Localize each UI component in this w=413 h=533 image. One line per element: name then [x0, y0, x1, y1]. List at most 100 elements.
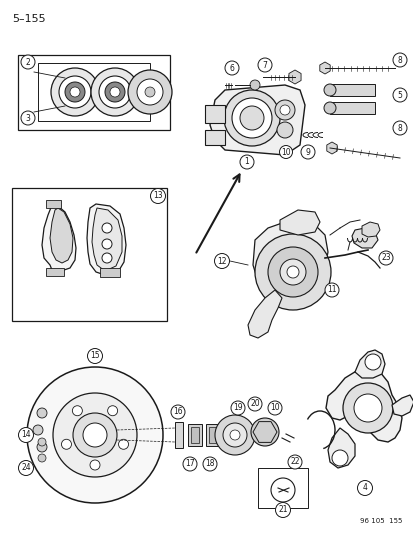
Bar	[188, 424, 202, 446]
Polygon shape	[209, 85, 304, 155]
Circle shape	[324, 283, 338, 297]
Circle shape	[73, 413, 117, 457]
Circle shape	[214, 254, 229, 269]
Circle shape	[250, 418, 278, 446]
Circle shape	[230, 430, 240, 440]
Text: 6: 6	[229, 63, 234, 72]
Text: 13: 13	[153, 191, 162, 200]
Circle shape	[37, 408, 47, 418]
Bar	[46, 200, 61, 208]
Circle shape	[61, 439, 71, 449]
Circle shape	[102, 223, 112, 233]
Polygon shape	[288, 70, 300, 84]
Bar	[329, 102, 374, 114]
Circle shape	[231, 98, 271, 138]
Circle shape	[267, 247, 317, 297]
Circle shape	[274, 100, 294, 120]
Circle shape	[342, 383, 392, 433]
Circle shape	[183, 457, 197, 471]
Circle shape	[279, 259, 305, 285]
Polygon shape	[42, 204, 76, 272]
Circle shape	[300, 145, 314, 159]
Polygon shape	[50, 208, 73, 263]
Text: 10: 10	[270, 403, 279, 413]
Text: 18: 18	[205, 459, 214, 469]
Circle shape	[19, 427, 33, 442]
Circle shape	[51, 68, 99, 116]
Circle shape	[224, 61, 238, 75]
Circle shape	[19, 461, 33, 475]
Circle shape	[275, 503, 290, 518]
Bar	[100, 268, 120, 277]
Text: 1: 1	[244, 157, 249, 166]
Bar	[329, 84, 374, 96]
Text: 8: 8	[396, 124, 401, 133]
Circle shape	[287, 455, 301, 469]
Text: 7: 7	[262, 61, 267, 69]
Circle shape	[202, 457, 216, 471]
Polygon shape	[325, 368, 401, 442]
Text: 12: 12	[217, 256, 226, 265]
Circle shape	[331, 450, 347, 466]
Circle shape	[364, 354, 380, 370]
Circle shape	[21, 111, 35, 125]
Polygon shape	[361, 222, 379, 237]
Circle shape	[83, 423, 107, 447]
Circle shape	[257, 425, 271, 439]
Circle shape	[65, 82, 85, 102]
Circle shape	[118, 439, 128, 449]
Bar	[190, 427, 199, 443]
Circle shape	[110, 87, 120, 97]
Circle shape	[102, 253, 112, 263]
Text: 5: 5	[396, 91, 401, 100]
Circle shape	[392, 121, 406, 135]
Circle shape	[99, 76, 131, 108]
Text: 24: 24	[21, 464, 31, 472]
Circle shape	[286, 266, 298, 278]
Circle shape	[254, 234, 330, 310]
Circle shape	[38, 438, 46, 446]
Bar	[257, 468, 307, 508]
Circle shape	[392, 53, 406, 67]
Bar	[175, 422, 183, 448]
Circle shape	[37, 442, 47, 452]
Polygon shape	[87, 204, 126, 276]
Circle shape	[128, 70, 171, 114]
Circle shape	[357, 481, 372, 496]
Circle shape	[145, 87, 154, 97]
Text: 3: 3	[26, 114, 31, 123]
Text: 16: 16	[173, 408, 183, 416]
Circle shape	[102, 239, 112, 249]
Circle shape	[87, 349, 102, 364]
Circle shape	[38, 454, 46, 462]
Text: 9: 9	[305, 148, 310, 157]
Text: 17: 17	[185, 459, 195, 469]
Circle shape	[214, 415, 254, 455]
Circle shape	[223, 423, 247, 447]
Circle shape	[267, 401, 281, 415]
Circle shape	[240, 106, 263, 130]
Text: 8: 8	[396, 55, 401, 64]
Polygon shape	[391, 395, 413, 416]
Polygon shape	[327, 428, 354, 468]
Circle shape	[59, 76, 91, 108]
Text: 11: 11	[326, 286, 336, 295]
Polygon shape	[319, 62, 330, 74]
Circle shape	[240, 155, 254, 169]
Bar	[18, 55, 170, 130]
Circle shape	[107, 406, 117, 416]
Text: 5–155: 5–155	[12, 14, 45, 24]
Circle shape	[171, 405, 185, 419]
Circle shape	[323, 84, 335, 96]
Text: 21: 21	[278, 505, 287, 514]
Circle shape	[249, 80, 259, 90]
Polygon shape	[279, 210, 319, 235]
Polygon shape	[252, 422, 276, 442]
Text: 4: 4	[362, 483, 367, 492]
Circle shape	[378, 251, 392, 265]
Text: 10: 10	[280, 148, 290, 157]
Circle shape	[279, 146, 292, 158]
Circle shape	[279, 105, 289, 115]
Circle shape	[70, 87, 80, 97]
Circle shape	[33, 425, 43, 435]
